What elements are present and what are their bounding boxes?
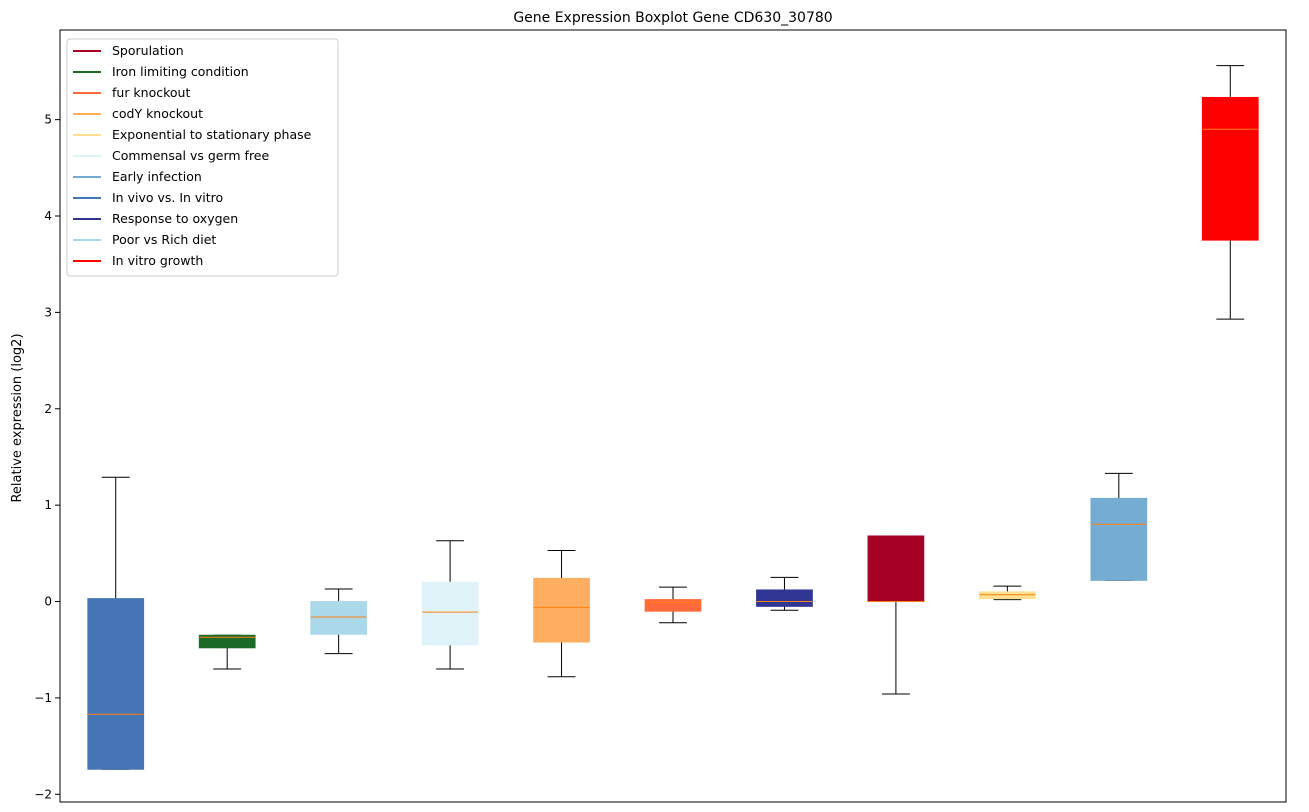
legend-label: fur knockout xyxy=(112,85,190,100)
legend-label: In vivo vs. In vitro xyxy=(112,190,223,205)
box-body xyxy=(756,589,813,607)
y-tick-label: −1 xyxy=(34,691,52,705)
y-tick-label: 1 xyxy=(44,498,52,512)
box-exponential-to-stationary-phase xyxy=(979,585,1036,601)
box-body xyxy=(421,581,479,646)
y-tick-label: 2 xyxy=(44,402,52,416)
box-iron-limiting-condition xyxy=(198,634,256,670)
y-tick-label: 4 xyxy=(44,209,52,223)
box-body xyxy=(1090,497,1148,581)
boxes-layer xyxy=(87,65,1259,770)
chart-title: Gene Expression Boxplot Gene CD630_30780 xyxy=(513,10,832,26)
y-axis-ticks: −2 −1 0 1 2 3 4 5 xyxy=(34,113,60,801)
legend-label: In vitro growth xyxy=(112,253,203,268)
legend-label: Commensal vs germ free xyxy=(112,148,269,163)
legend-label: Exponential to stationary phase xyxy=(112,127,312,142)
box-early-infection xyxy=(1090,472,1148,581)
plot-frame xyxy=(59,29,1287,803)
y-tick-label: 0 xyxy=(44,595,52,609)
legend-label: Iron limiting condition xyxy=(112,64,249,79)
y-tick-label: 5 xyxy=(44,113,52,127)
y-axis-label: Relative expression (log2) xyxy=(10,333,25,502)
y-tick-label: −2 xyxy=(34,787,52,801)
legend-label: Poor vs Rich diet xyxy=(112,232,216,247)
box-in-vitro-growth xyxy=(1201,65,1259,320)
y-tick-label: 3 xyxy=(44,305,52,319)
box-body xyxy=(867,535,925,603)
box-in-vivo-vs-in-vitro xyxy=(87,476,145,770)
legend-label: codY knockout xyxy=(112,106,203,121)
box-sporulation xyxy=(867,535,925,695)
box-response-to-oxygen xyxy=(756,576,813,611)
box-body xyxy=(198,634,256,649)
legend-label: Sporulation xyxy=(112,43,184,58)
box-commensal-vs-germ-free xyxy=(421,540,479,670)
legend-label: Response to oxygen xyxy=(112,211,238,226)
box-fur-knockout xyxy=(644,586,702,624)
legend-label: Early infection xyxy=(112,169,202,184)
legend[interactable]: Sporulation Iron limiting condition fur kn… xyxy=(66,38,339,277)
box-body xyxy=(533,577,590,643)
box-body xyxy=(310,601,368,635)
box-cody-knockout xyxy=(533,549,590,678)
box-body xyxy=(87,598,145,770)
box-poor-vs-rich-diet xyxy=(310,588,368,655)
legend-frame xyxy=(66,38,339,277)
box-body xyxy=(644,599,702,612)
box-body xyxy=(1201,96,1259,241)
